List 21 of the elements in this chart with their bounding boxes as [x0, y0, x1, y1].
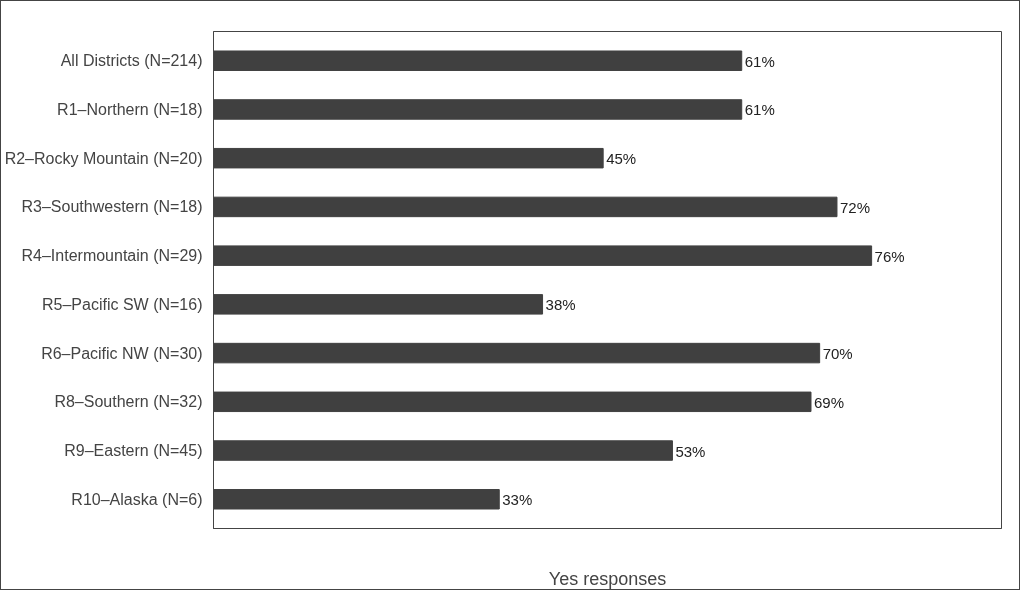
data-label: 69%: [813, 393, 845, 411]
y-tick-label: All Districts (N=214): [60, 52, 203, 70]
y-tick-label: R9–Eastern (N=45): [64, 442, 203, 460]
y-tick-label: R10–Alaska (N=6): [71, 490, 203, 508]
data-label: 38%: [545, 296, 576, 314]
y-tick-label: R6–Pacific NW (N=30): [41, 344, 203, 362]
data-label: 33%: [502, 491, 533, 509]
y-tick-label: R3–Southwestern (N=18): [21, 198, 203, 216]
x-axis-title: Yes responses: [548, 568, 667, 589]
y-tick-label: R8–Southern (N=32): [54, 393, 203, 411]
data-label: 61%: [744, 101, 775, 119]
y-tick-label: R4–Intermountain (N=29): [21, 247, 203, 265]
data-label: 76%: [874, 247, 905, 265]
data-label: 72%: [839, 198, 870, 216]
y-tick-label: R1–Northern (N=18): [57, 100, 203, 118]
data-label: 61%: [744, 52, 775, 70]
y-tick-label: R5–Pacific SW (N=16): [42, 295, 203, 313]
data-label: 53%: [675, 442, 706, 460]
y-tick-label: R2–Rocky Mountain (N=20): [4, 149, 203, 167]
data-label: 45%: [606, 150, 637, 168]
data-label: 70%: [822, 345, 853, 363]
